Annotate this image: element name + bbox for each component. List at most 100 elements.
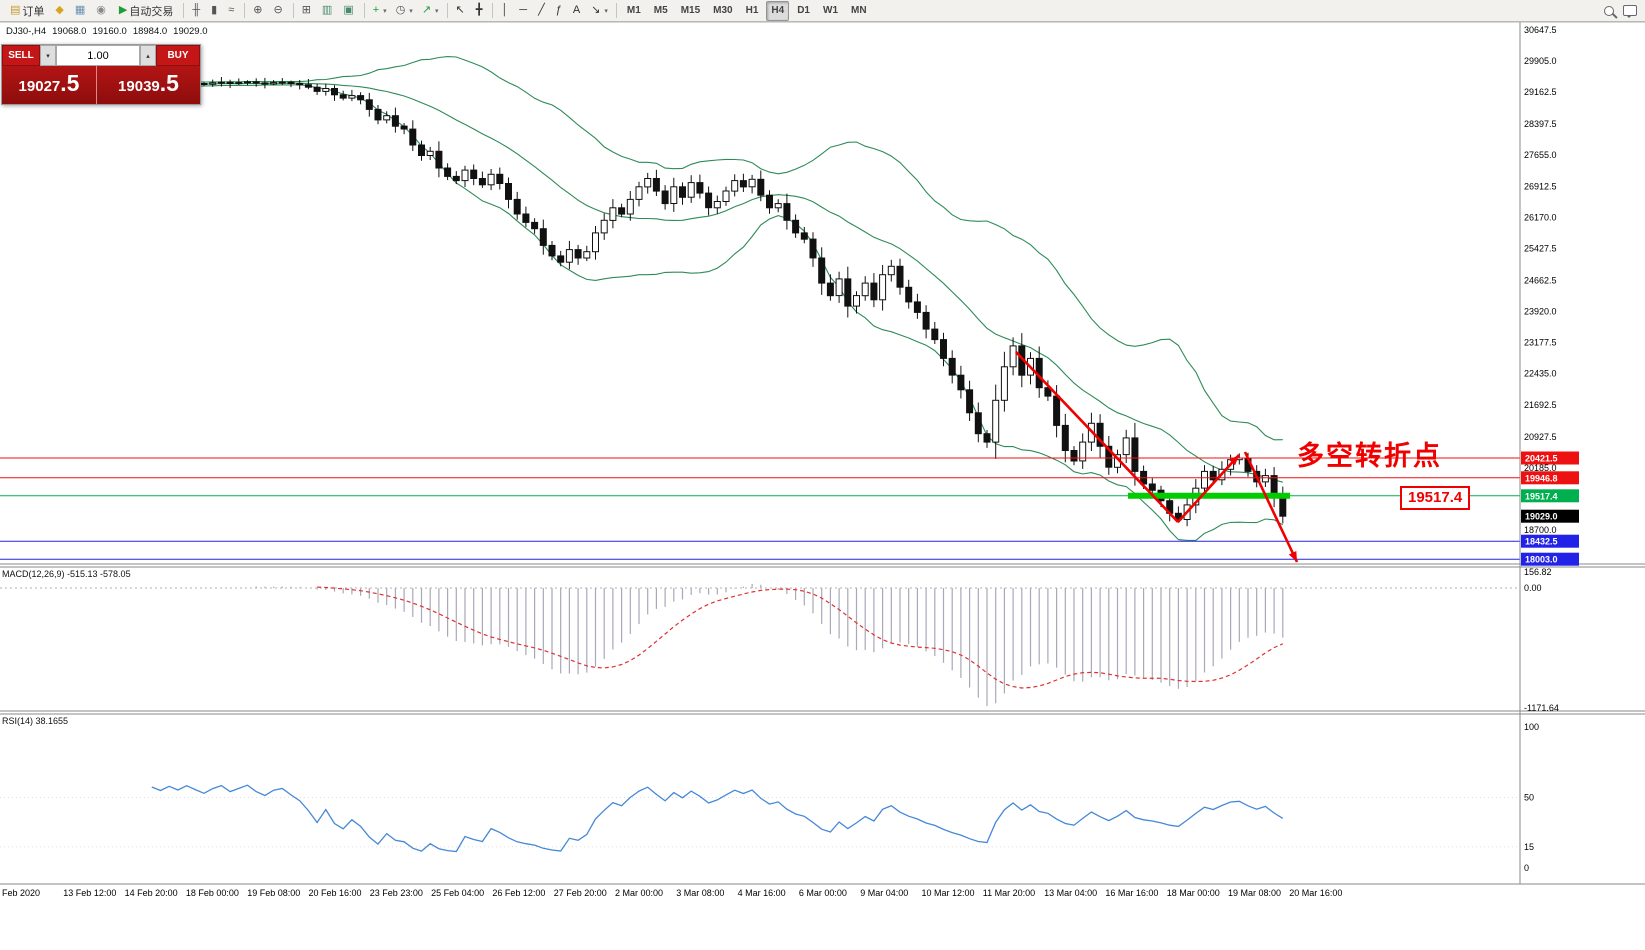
deposit-icon[interactable]: ◆ [51, 1, 69, 21]
zoom-in-icon[interactable]: ⊕ [249, 1, 268, 21]
chart-window-icon[interactable]: ▦ [71, 1, 91, 21]
new-order-icon[interactable]: + ▾ [369, 1, 391, 21]
price-badge-20421.5 [1521, 451, 1579, 465]
autotrade-button-label: 自动交易 [129, 5, 174, 18]
toolbar: ▤ 订单 ◆ ▦ ◉ ▶ 自动交易 ╫ ▮ ≈ ⊕ ⊖ ⊞ ▥ ▣ + ▾ ◷ ▾ ↗ ▾ ↖ ╋ │ ─ ╱ ƒ A ↘ ▾ M1 M5 M1… [0, 0, 1645, 22]
macd-indicator [0, 583, 1520, 707]
timeframe-m1-button[interactable]: M1 [626, 5, 641, 16]
fibonacci-icon-glyph: ƒ [555, 4, 562, 16]
svg-text:21692.5: 21692.5 [1524, 400, 1557, 410]
timeframe-mn-button[interactable]: MN [851, 5, 867, 16]
rsi-indicator [0, 784, 1520, 853]
trendline-icon[interactable]: ╱ [534, 1, 551, 21]
level-price-label[interactable]: 19517.4 [1400, 486, 1471, 510]
periods-icon[interactable]: ◷ ▾ [392, 1, 417, 21]
arrows-tool-icon-glyph: ↘ [591, 4, 601, 16]
svg-text:30647.5: 30647.5 [1524, 25, 1557, 35]
timeframe-m30-button[interactable]: M30 [713, 5, 733, 16]
dropdown-caret-icon: ▾ [409, 7, 413, 15]
svg-text:18 Feb 00:00: 18 Feb 00:00 [186, 888, 239, 898]
svg-text:6 Mar 00:00: 6 Mar 00:00 [799, 888, 847, 898]
svg-text:18432.5: 18432.5 [1525, 537, 1558, 547]
zoom-out-icon[interactable]: ⊖ [269, 1, 288, 21]
svg-text:26912.5: 26912.5 [1524, 181, 1557, 191]
buy-price-base: 19039 [118, 78, 160, 95]
svg-text:20185.0: 20185.0 [1524, 463, 1557, 473]
chat-icon[interactable] [1619, 1, 1641, 21]
order-button[interactable]: ▤ 订单 [4, 1, 50, 21]
high-value: 19160.0 [92, 26, 127, 37]
data-window-icon-glyph: ▥ [321, 4, 333, 16]
bar-chart-icon[interactable]: ╫ [188, 1, 206, 21]
volume-decrease-button[interactable]: ▾ [40, 45, 56, 66]
indicators-icon[interactable]: ↗ ▾ [418, 1, 443, 21]
data-window-icon[interactable]: ▥ [318, 1, 338, 21]
timeframe-m5-button[interactable]: M5 [653, 5, 668, 16]
crosshair-icon[interactable]: ╋ [472, 1, 489, 21]
sell-button[interactable]: SELL [2, 45, 40, 66]
volume-input[interactable] [56, 45, 140, 66]
rsi-indicator-label: RSI(14) 38.1655 [2, 716, 69, 726]
line-chart-icon[interactable]: ≈ [224, 1, 240, 21]
fibonacci-icon[interactable]: ƒ [552, 1, 568, 21]
tile-windows-icon[interactable]: ⊞ [298, 1, 317, 21]
macd-indicator-label: MACD(12,26,9) -515.13 -578.05 [2, 569, 131, 579]
strategy-tester-icon-glyph: ▣ [343, 4, 354, 16]
turning-point-annotation[interactable]: 多空转折点 [1297, 441, 1442, 471]
svg-text:19946.8: 19946.8 [1525, 473, 1558, 483]
cursor-icon-glyph: ↖ [455, 4, 465, 16]
svg-text:26170.0: 26170.0 [1524, 212, 1557, 222]
svg-text:23 Feb 23:00: 23 Feb 23:00 [370, 888, 423, 898]
panel-separators[interactable] [0, 21, 1645, 885]
buy-button[interactable]: BUY [156, 45, 200, 66]
level-lines[interactable] [0, 457, 1520, 560]
svg-text:2 Mar 00:00: 2 Mar 00:00 [615, 888, 663, 898]
buy-price[interactable]: 19039 .5 [97, 66, 200, 104]
svg-text:20 Mar 16:00: 20 Mar 16:00 [1289, 888, 1342, 898]
strategy-tester-icon[interactable]: ▣ [339, 1, 359, 21]
svg-text:156.82: 156.82 [1524, 567, 1552, 577]
search-icon-glyph [1604, 5, 1614, 16]
svg-text:16 Mar 16:00: 16 Mar 16:00 [1105, 888, 1158, 898]
volume-increase-button[interactable]: ▴ [140, 45, 156, 66]
timeframe-d1-button[interactable]: D1 [797, 5, 810, 16]
periods-icon-glyph: ◷ [395, 4, 406, 16]
cursor-icon[interactable]: ↖ [452, 1, 471, 21]
bar-chart-icon-glyph: ╫ [192, 4, 201, 16]
svg-text:18 Mar 00:00: 18 Mar 00:00 [1167, 888, 1220, 898]
autotrade-button[interactable]: ▶ 自动交易 [113, 1, 179, 21]
toolbar-separator [363, 3, 365, 18]
toolbar-separator [292, 3, 294, 18]
svg-text:26 Feb 12:00: 26 Feb 12:00 [492, 888, 545, 898]
drawn-arrows[interactable] [1015, 351, 1299, 563]
svg-text:24662.5: 24662.5 [1524, 276, 1557, 286]
symbol-timeframe: DJ30-,H4 [6, 26, 47, 37]
autotrade-icon: ▶ [118, 4, 128, 16]
timeframe-h4-button[interactable]: H4 [766, 0, 790, 21]
one-click-trading-panel: SELL ▾ ▴ BUY 19027 .5 19039 .5 [1, 44, 201, 105]
search-icon[interactable] [1600, 1, 1618, 21]
arrows-tool-icon[interactable]: ↘ ▾ [587, 1, 612, 21]
text-label-icon[interactable]: A [569, 1, 586, 21]
sell-price-frac: .5 [60, 70, 80, 96]
sell-price[interactable]: 19027 .5 [2, 66, 97, 104]
vertical-line-icon[interactable]: │ [497, 1, 514, 21]
candlestick-chart-icon-glyph: ▮ [211, 4, 218, 16]
community-icon-glyph: ◉ [96, 4, 106, 16]
timeframe-m15-button[interactable]: M15 [680, 5, 701, 16]
candlestick-chart-icon[interactable]: ▮ [207, 1, 223, 21]
horizontal-line-icon[interactable]: ─ [515, 1, 533, 21]
timeframe-h1-button[interactable]: H1 [745, 5, 759, 16]
text-label-icon-glyph: A [572, 4, 581, 16]
svg-text:100: 100 [1524, 722, 1539, 732]
price-badge-18003.0 [1521, 552, 1579, 566]
community-icon[interactable]: ◉ [92, 1, 112, 21]
chart-ohlc-header: DJ30-,H4 19068.0 19160.0 18984.0 19029.0 [6, 26, 208, 37]
zoom-out-icon-glyph: ⊖ [273, 4, 283, 16]
svg-text:-1171.64: -1171.64 [1524, 703, 1559, 713]
svg-text:3 Mar 08:00: 3 Mar 08:00 [676, 888, 724, 898]
svg-text:13 Mar 04:00: 13 Mar 04:00 [1044, 888, 1097, 898]
toolbar-separator [492, 3, 494, 18]
timeframe-w1-button[interactable]: W1 [823, 5, 838, 16]
